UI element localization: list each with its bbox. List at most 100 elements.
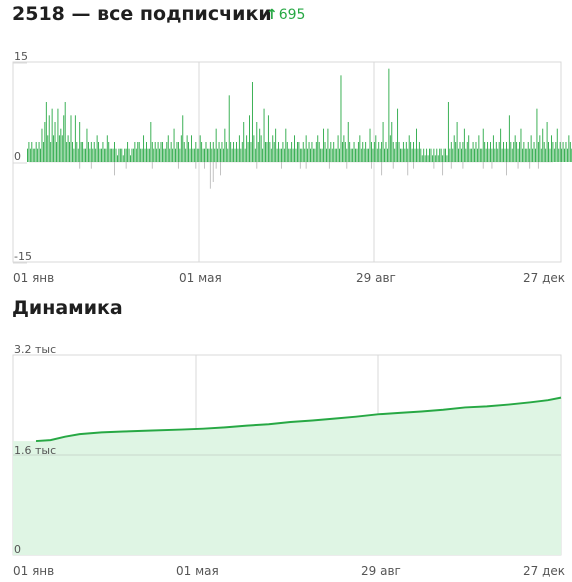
bar xyxy=(273,142,275,162)
bar xyxy=(205,142,207,162)
bar xyxy=(391,122,393,162)
series-line xyxy=(35,396,562,443)
bar xyxy=(228,95,230,162)
bar xyxy=(487,142,489,162)
bar xyxy=(508,115,510,162)
bar xyxy=(530,135,532,162)
bar-negative xyxy=(407,162,409,176)
bar xyxy=(443,148,445,162)
bar xyxy=(138,142,140,162)
bar xyxy=(63,115,65,162)
bar xyxy=(185,148,187,162)
bar xyxy=(153,148,155,162)
bar xyxy=(77,148,79,162)
bar xyxy=(450,142,452,162)
bar xyxy=(50,142,52,162)
bar xyxy=(504,148,506,162)
bar xyxy=(439,148,441,162)
bar xyxy=(265,142,266,162)
bar xyxy=(323,128,325,162)
arrow-up-icon: ↑ xyxy=(266,7,278,23)
bar xyxy=(352,148,354,162)
bar xyxy=(251,82,253,162)
bar xyxy=(137,142,139,162)
bar xyxy=(98,142,100,162)
bar-negative xyxy=(371,162,372,169)
bar-negative xyxy=(346,162,348,169)
bar xyxy=(384,148,385,162)
bar xyxy=(47,135,49,162)
bar xyxy=(346,148,348,162)
bar xyxy=(182,115,184,162)
bar xyxy=(330,142,332,162)
bar xyxy=(109,148,111,162)
bar xyxy=(414,148,416,162)
bar-negative xyxy=(413,162,415,169)
bar xyxy=(130,155,131,162)
bar xyxy=(520,128,522,162)
bar xyxy=(29,148,31,162)
bar xyxy=(234,148,236,162)
y-tick-label: 0 xyxy=(14,543,21,556)
bar xyxy=(556,128,558,162)
bar xyxy=(317,135,319,162)
bar xyxy=(360,148,362,162)
bar xyxy=(118,148,120,162)
bar xyxy=(132,148,134,162)
bar xyxy=(215,128,217,162)
x-tick-label: 29 авг xyxy=(361,564,401,578)
bar xyxy=(485,148,487,162)
bar xyxy=(35,142,37,162)
bar xyxy=(256,122,258,162)
bar xyxy=(111,148,113,162)
bar xyxy=(150,122,152,162)
bar xyxy=(362,142,364,162)
bar xyxy=(397,108,399,162)
bar xyxy=(37,148,39,162)
bar xyxy=(336,148,338,162)
bar xyxy=(548,142,549,162)
bar xyxy=(56,142,57,162)
bar xyxy=(506,142,507,162)
bar xyxy=(230,142,232,162)
bar xyxy=(262,148,264,162)
bar xyxy=(199,135,201,162)
bar-negative xyxy=(537,162,539,169)
bar xyxy=(357,142,359,162)
daily-change-chart: 15 0 -15 01 янв 01 мая 29 авг 27 дек xyxy=(12,50,572,285)
bar xyxy=(93,142,95,162)
bar xyxy=(167,135,169,162)
bar xyxy=(92,148,94,162)
bar xyxy=(172,148,174,162)
bar xyxy=(283,148,285,162)
bar xyxy=(379,148,381,162)
bar xyxy=(183,142,185,162)
bar xyxy=(328,148,330,162)
bar-negative xyxy=(195,162,197,169)
bar xyxy=(474,148,475,162)
bar xyxy=(179,148,181,162)
bar xyxy=(339,148,340,162)
bar xyxy=(202,148,204,162)
bar xyxy=(420,148,422,162)
dynamics-title: Динамика xyxy=(12,297,123,319)
bar xyxy=(445,148,446,162)
bar xyxy=(334,148,336,162)
bar xyxy=(490,142,491,162)
bar xyxy=(89,148,91,162)
bar xyxy=(143,135,145,162)
x-tick-label: 01 янв xyxy=(13,271,54,285)
bar xyxy=(475,142,477,162)
bar xyxy=(135,148,137,162)
bar xyxy=(131,148,133,162)
bar-negative xyxy=(125,162,127,169)
bar xyxy=(121,148,123,162)
bar xyxy=(524,148,526,162)
bar xyxy=(395,142,397,162)
bar xyxy=(381,142,383,162)
bar xyxy=(86,128,88,162)
bar xyxy=(54,122,56,162)
bar xyxy=(533,142,535,162)
bar xyxy=(519,142,520,162)
bar xyxy=(170,142,172,162)
